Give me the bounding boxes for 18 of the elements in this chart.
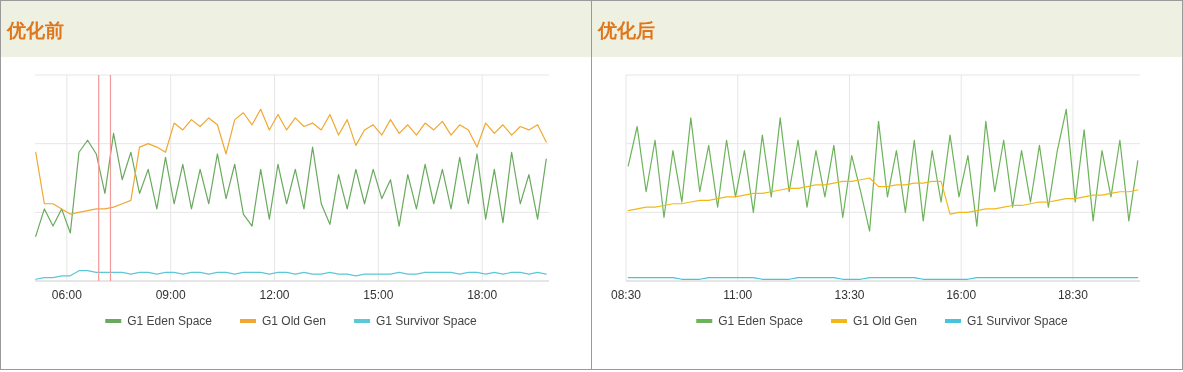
x-tick-label: 12:00	[259, 288, 290, 302]
x-tick-label: 11:00	[723, 288, 753, 302]
x-tick-label: 06:00	[51, 288, 83, 302]
legend-label: G1 Eden Space	[127, 314, 213, 328]
legend-label: G1 Old Gen	[261, 314, 327, 328]
x-tick-label: 13:30	[834, 288, 865, 302]
legend-label: G1 Old Gen	[852, 314, 918, 328]
x-tick-label: 09:00	[155, 288, 187, 302]
legend-label: G1 Survivor Space	[376, 314, 478, 328]
chart-title: 优化前	[1, 1, 591, 57]
chart-title: 优化后	[592, 1, 1182, 57]
x-tick-label: 16:00	[946, 288, 977, 302]
x-tick-label: 15:00	[363, 288, 394, 302]
x-tick-label: 18:30	[1057, 288, 1089, 302]
x-tick-label: 18:00	[467, 288, 498, 302]
legend-label: G1 Survivor Space	[967, 314, 1069, 328]
x-tick-label: 08:30	[610, 288, 642, 302]
legend-label: G1 Eden Space	[718, 314, 804, 328]
